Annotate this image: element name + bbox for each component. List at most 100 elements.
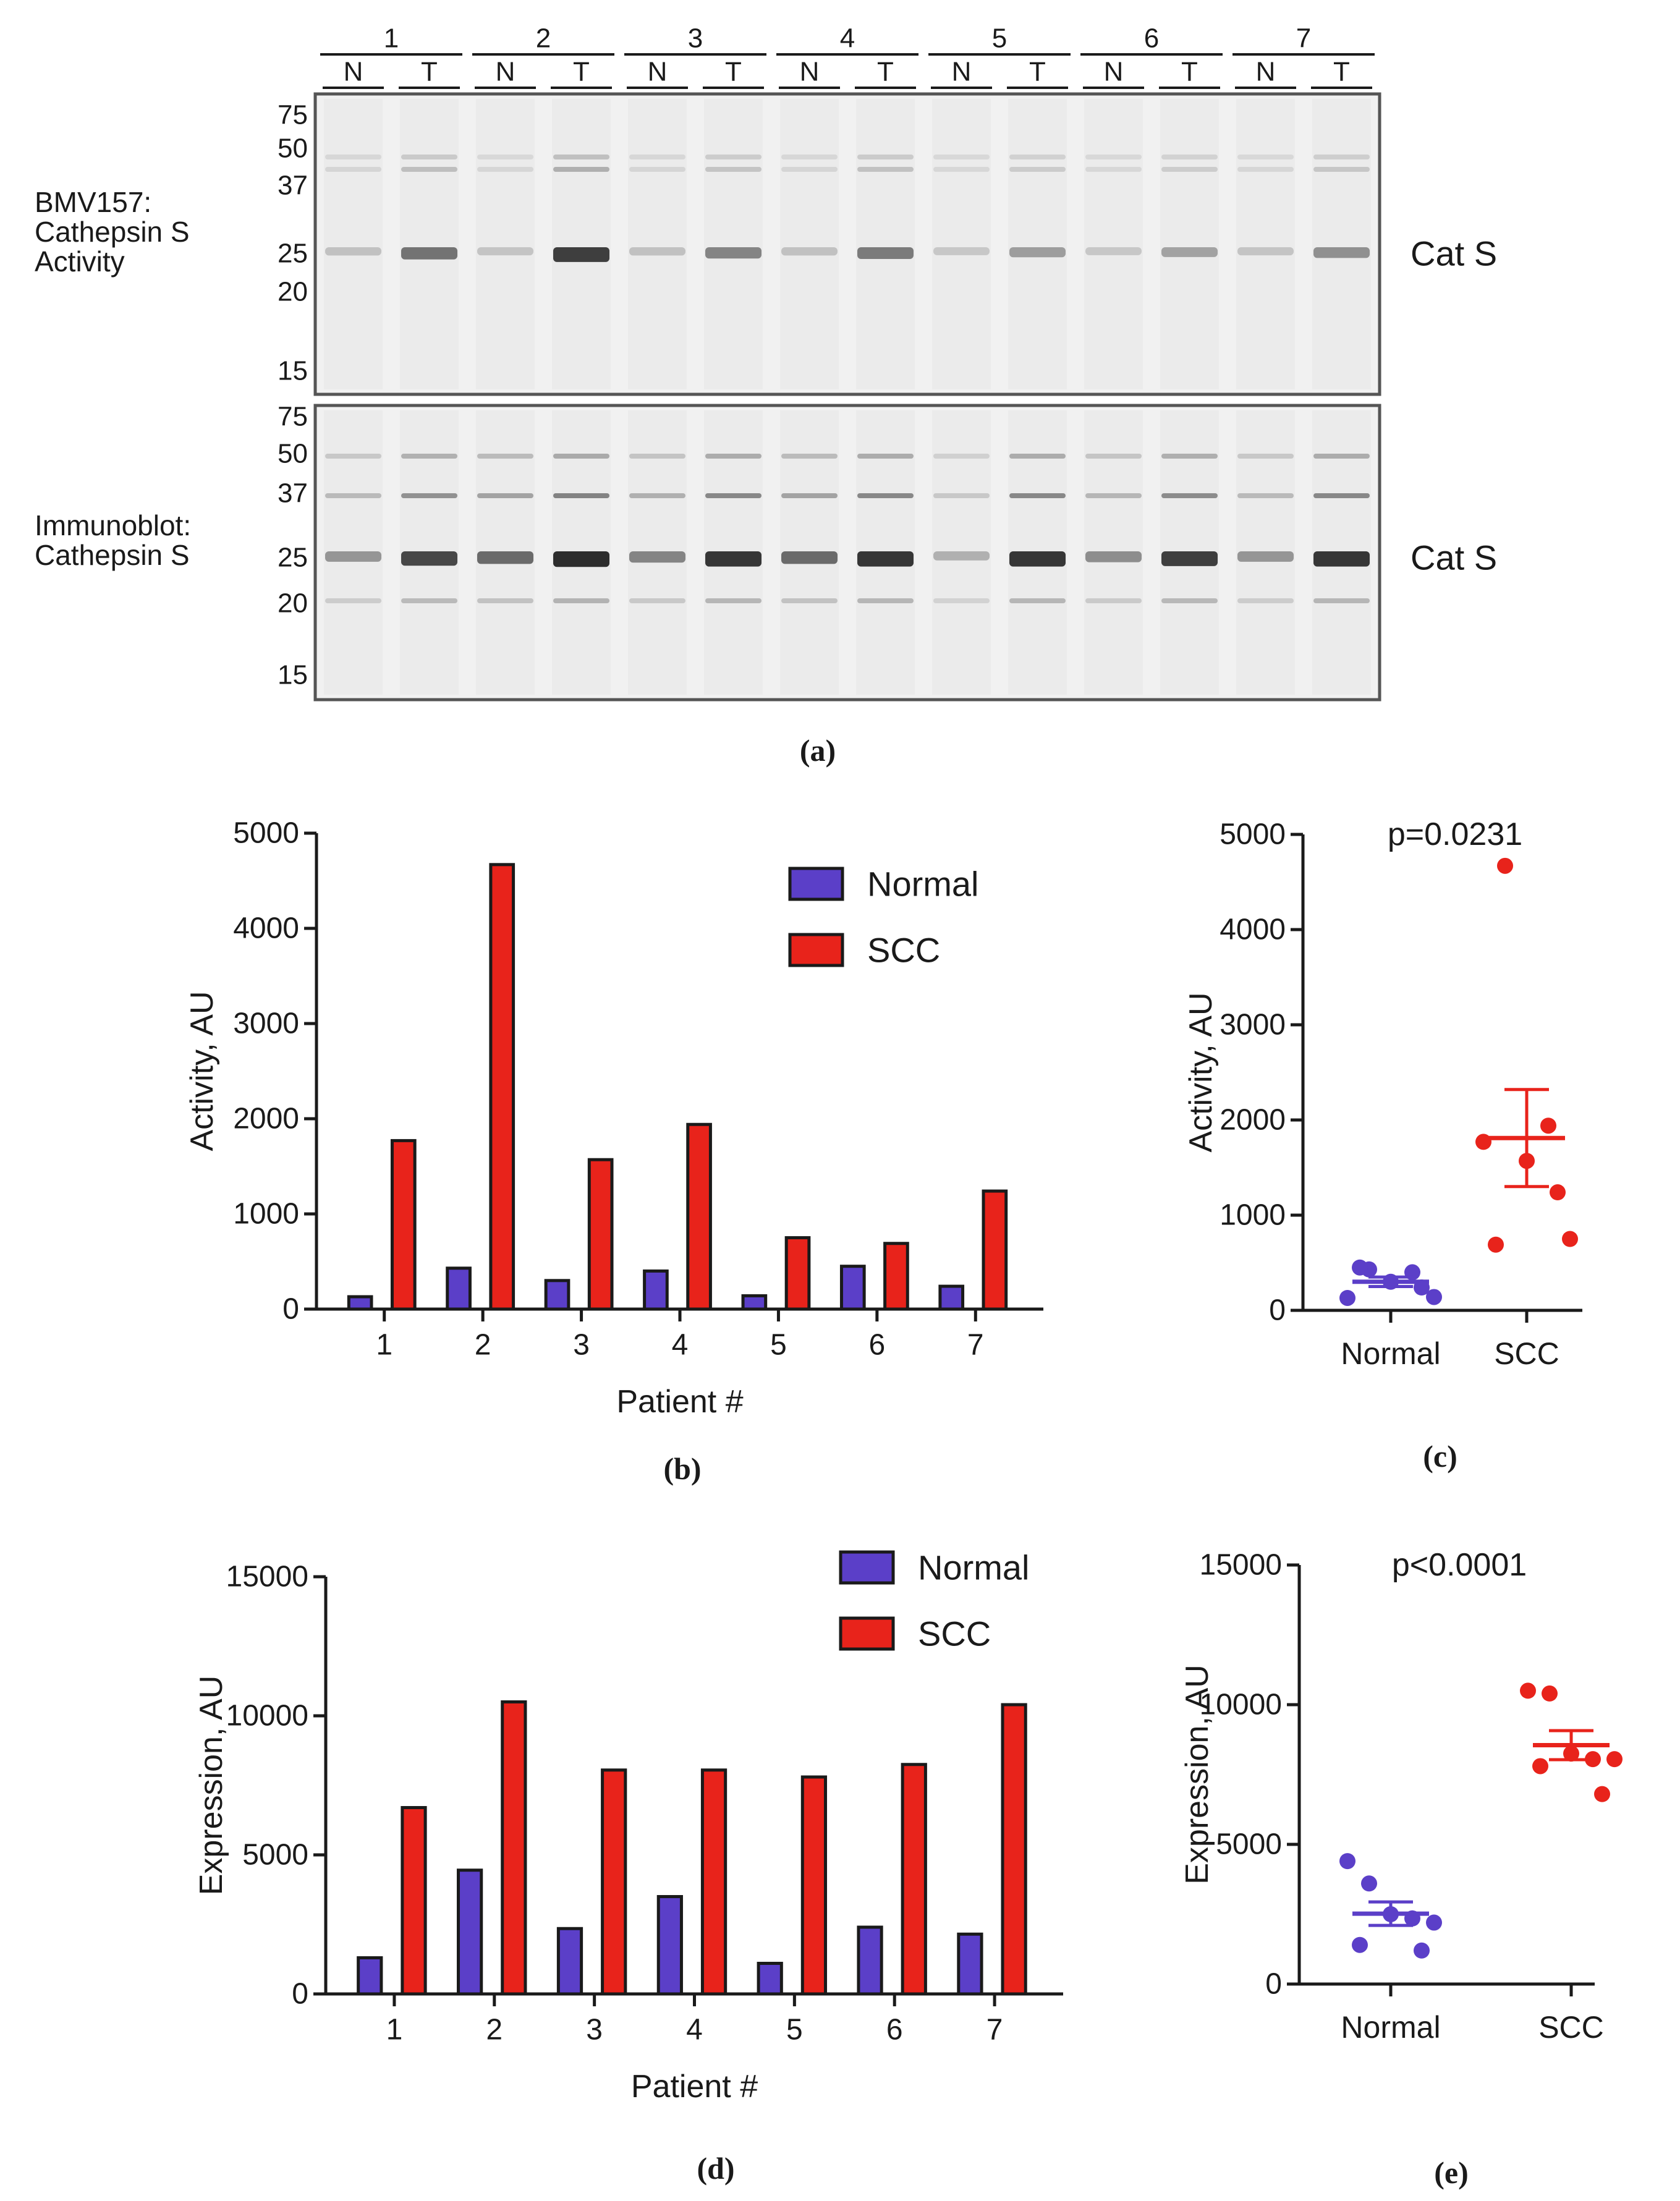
background-band: [1085, 167, 1142, 172]
background-band: [1237, 155, 1294, 159]
lane-smear: [1008, 99, 1067, 389]
background-band: [933, 454, 990, 459]
lane-smear: [1236, 99, 1295, 389]
lane-smear: [324, 99, 383, 389]
bar-normal: [556, 1927, 583, 1996]
y-tick-label: 1000: [233, 1198, 299, 1231]
background-band: [781, 598, 838, 603]
background-band: [553, 454, 609, 459]
lane-smear: [1084, 410, 1143, 695]
lane-label: T: [1333, 57, 1350, 87]
background-band: [553, 155, 609, 159]
y-tick-label: 4000: [233, 912, 299, 945]
background-band: [401, 598, 457, 603]
activity-row-label: Cathepsin S: [35, 216, 190, 248]
x-tick-label: 4: [686, 2014, 703, 2046]
background-band: [1313, 598, 1370, 603]
mw-marker: 25: [278, 543, 308, 573]
lane-label: N: [648, 57, 668, 87]
bar-normal: [656, 1895, 683, 1996]
x-tick-label: 5: [770, 1329, 787, 1362]
background-band: [1009, 493, 1066, 498]
data-point-scc: [1542, 1685, 1558, 1702]
cat-s-band: [705, 551, 762, 567]
bar-normal: [938, 1284, 965, 1311]
data-point-normal: [1361, 1875, 1377, 1892]
x-axis-label: Patient #: [631, 2069, 758, 2105]
background-band: [477, 454, 533, 459]
background-band: [857, 155, 914, 159]
lane-label: N: [952, 57, 972, 87]
dot-plot-e: 0 5000 10000 15000 Normal SCC Expression, AU p<…: [1179, 1547, 1623, 2190]
cat-s-band: [1313, 247, 1370, 258]
patient-number: 1: [384, 23, 399, 54]
y-tick-label: 10000: [226, 1700, 308, 1732]
data-point-scc: [1540, 1117, 1556, 1134]
lane-smear: [780, 99, 839, 389]
patient-number: 5: [992, 23, 1007, 54]
bar-normal: [741, 1294, 768, 1311]
background-band: [933, 598, 990, 603]
p-value: p<0.0001: [1392, 1547, 1527, 1583]
lane-smear: [1236, 410, 1295, 695]
activity-row-label: Activity: [35, 245, 125, 278]
cat-s-band: [629, 247, 685, 256]
bar-scc: [982, 1189, 1008, 1311]
background-band: [401, 167, 457, 172]
immunoblot-row-label: Cathepsin S: [35, 539, 190, 571]
legend-swatch: [788, 867, 844, 901]
cat-s-band: [1085, 551, 1142, 562]
background-band: [1237, 598, 1294, 603]
y-tick-label: 5000: [1216, 1828, 1282, 1861]
background-band: [1161, 454, 1218, 459]
cat-s-band: [1009, 247, 1066, 258]
bar-scc: [1001, 1703, 1027, 1996]
y-tick-label: 0: [1269, 1294, 1286, 1327]
background-band: [629, 454, 685, 459]
cat-s-band: [477, 247, 533, 256]
background-band: [1161, 167, 1218, 172]
y-tick-label: 5000: [1220, 818, 1286, 851]
mw-marker: 50: [278, 134, 308, 164]
background-band: [401, 155, 457, 159]
data-point-normal: [1426, 1914, 1442, 1931]
bar-scc: [489, 863, 515, 1311]
panel-letter-b: (b): [663, 1451, 701, 1486]
data-point-scc: [1497, 857, 1513, 874]
mw-marker: 20: [278, 588, 308, 619]
y-axis-label: Expression, AU: [193, 1676, 229, 1896]
y-axis-label: Expression, AU: [1179, 1665, 1215, 1885]
lane-smear: [324, 410, 383, 695]
panel-letter-d: (d): [697, 2151, 734, 2186]
panel-letter-e: (e): [1434, 2155, 1469, 2190]
bar-scc: [700, 1768, 728, 1996]
y-tick-label: 4000: [1220, 914, 1286, 946]
y-tick-label: 5000: [233, 817, 299, 850]
background-band: [1085, 454, 1142, 459]
lane-label: N: [344, 57, 363, 87]
mw-marker: 50: [278, 439, 308, 469]
lane-label: N: [1104, 57, 1124, 87]
panel-letter-a: (a): [800, 733, 836, 768]
activity-band-label: Cat S: [1411, 234, 1497, 273]
cat-s-band: [1313, 551, 1370, 567]
cat-s-band: [477, 551, 533, 564]
x-tick-label: 7: [986, 2014, 1003, 2046]
y-tick-label: 15000: [1200, 1549, 1282, 1582]
p-value: p=0.0231: [1388, 816, 1522, 852]
lane-smear: [628, 99, 687, 389]
data-point-scc: [1562, 1231, 1578, 1247]
bar-scc: [784, 1236, 811, 1311]
lane-smear: [476, 99, 535, 389]
lane-smear: [932, 99, 991, 389]
lane-label: T: [573, 57, 590, 87]
background-band: [857, 598, 914, 603]
cat-s-band: [1161, 247, 1218, 257]
legend-label: Normal: [918, 1548, 1029, 1587]
background-band: [1009, 167, 1066, 172]
bar-chart-d: 0 5000 10000 15000 1 2 3 4 5 6 7 Expression, AU Pati…: [193, 1548, 1063, 2186]
background-band: [325, 454, 381, 459]
lane-smear: [552, 99, 611, 389]
x-tick-label: 4: [672, 1329, 689, 1362]
background-band: [1085, 598, 1142, 603]
